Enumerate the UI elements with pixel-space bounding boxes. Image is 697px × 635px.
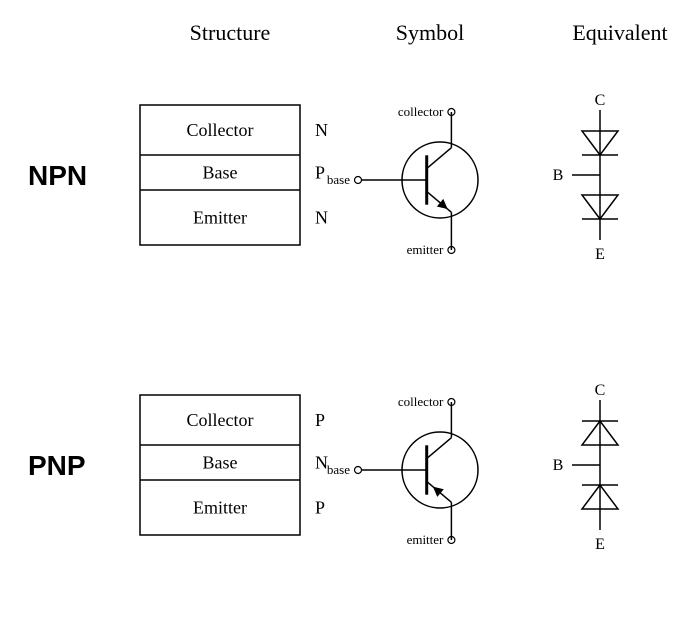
equiv-c-label: C <box>595 382 606 399</box>
structure-layer-type: P <box>315 163 325 183</box>
collector-label: collector <box>398 104 444 119</box>
structure-layer-label: Base <box>203 453 238 473</box>
header-equivalent: Equivalent <box>572 20 667 45</box>
structure-layer-label: Collector <box>187 120 254 140</box>
structure-layer-label: Emitter <box>193 498 247 518</box>
base-label: base <box>327 462 350 477</box>
equiv-b-label: B <box>553 457 564 474</box>
base-terminal-icon <box>355 177 362 184</box>
base-label: base <box>327 172 350 187</box>
header-structure: Structure <box>190 20 271 45</box>
structure-layer-type: N <box>315 208 328 228</box>
structure-layer-label: Base <box>203 163 238 183</box>
row-label-npn: NPN <box>28 160 87 191</box>
structure-layer-type: P <box>315 410 325 430</box>
structure-layer-label: Emitter <box>193 208 247 228</box>
header-symbol: Symbol <box>396 20 464 45</box>
emitter-label: emitter <box>407 242 444 257</box>
emitter-label: emitter <box>407 532 444 547</box>
emitter-diagonal <box>427 191 452 212</box>
structure-layer-type: N <box>315 120 328 140</box>
equiv-b-label: B <box>553 167 564 184</box>
collector-diagonal <box>427 148 452 169</box>
equiv-e-label: E <box>595 536 605 553</box>
base-terminal-icon <box>355 467 362 474</box>
equiv-e-label: E <box>595 246 605 263</box>
collector-diagonal <box>427 438 452 459</box>
collector-label: collector <box>398 394 444 409</box>
transistor-diagram: Structure Symbol Equivalent NPN Collector N Ba… <box>0 0 697 635</box>
equiv-c-label: C <box>595 92 606 109</box>
row-label-pnp: PNP <box>28 450 86 481</box>
structure-layer-type: P <box>315 498 325 518</box>
structure-layer-label: Collector <box>187 410 254 430</box>
